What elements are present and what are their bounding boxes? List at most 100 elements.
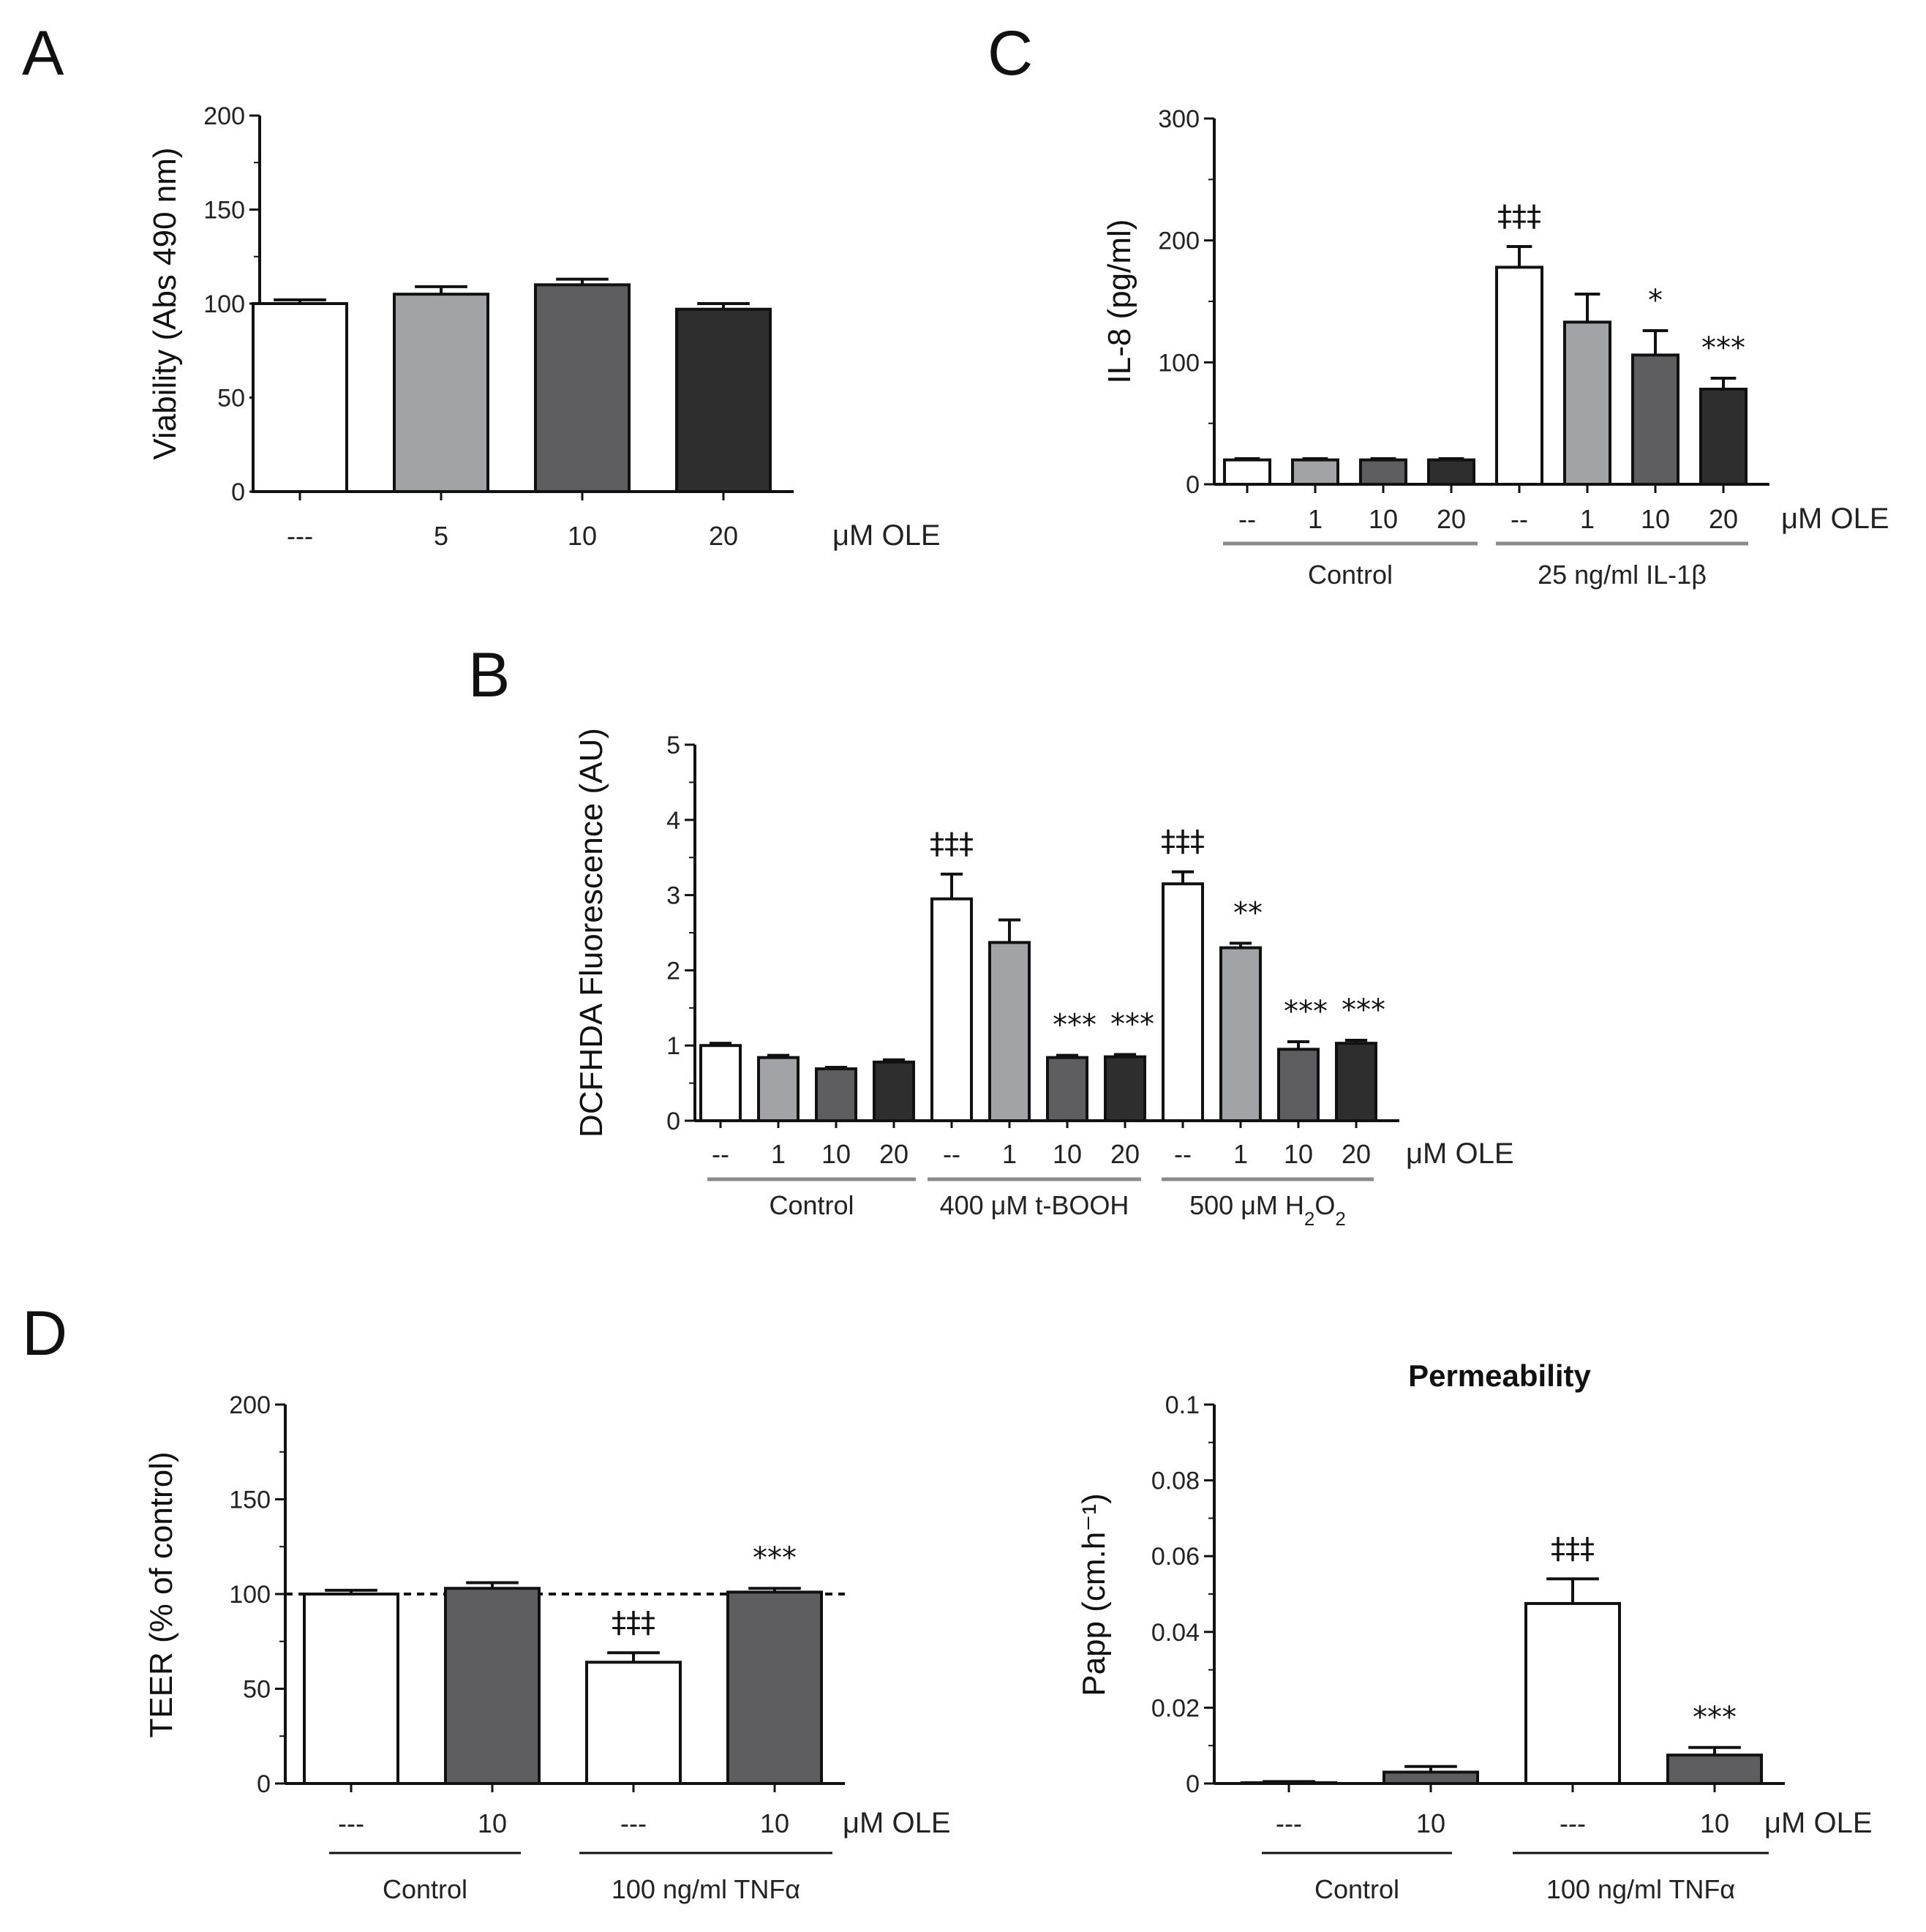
category-label: 10 (478, 1808, 507, 1838)
significance-marker: * (1648, 284, 1663, 317)
bar (675, 307, 772, 493)
bar (1524, 1601, 1621, 1785)
y-tick-label: 50 (217, 385, 245, 413)
category-label: --- (287, 521, 313, 551)
y-tick-label: 100 (203, 290, 245, 318)
category-label: 1 (1308, 504, 1323, 534)
y-tick-label: 200 (203, 102, 245, 130)
category-label: 20 (879, 1139, 909, 1169)
category-label: --- (1560, 1808, 1586, 1838)
group-label: 400 μM t-BOOH (940, 1190, 1129, 1220)
bar (1359, 458, 1407, 486)
group-label: Control (1308, 560, 1393, 590)
bar (726, 1590, 823, 1785)
category-label: -- (1511, 504, 1528, 534)
x-unit-label: μM OLE (1764, 1807, 1873, 1839)
bar (1563, 320, 1611, 486)
chart-title: Permeability (1408, 1358, 1591, 1393)
x-unit-label: μM OLE (843, 1807, 951, 1839)
group-label: Control (383, 1874, 467, 1904)
bar (1104, 1055, 1146, 1122)
group-label: 100 ng/ml TNFα (612, 1874, 800, 1904)
category-label: 20 (709, 521, 738, 551)
significance-marker: *** (1053, 1009, 1096, 1042)
bar (303, 1593, 399, 1785)
x-unit-label: μM OLE (832, 519, 941, 552)
category-label: 20 (1342, 1139, 1371, 1169)
category-label: --- (1276, 1808, 1302, 1838)
panel-letter-a: A (22, 18, 64, 89)
group-label: 100 ng/ml TNFα (1546, 1874, 1735, 1904)
chart-c-il8: 0 100 200 300 IL-8 (pg/ml) -- 1 10 20 -- ‡‡‡ 1 10 * 20… (1102, 105, 1889, 590)
y-tick-label: 150 (229, 1486, 271, 1514)
y-tick-label: 0.06 (1151, 1543, 1200, 1571)
panel-letter-b: B (468, 640, 510, 710)
bar (930, 897, 973, 1122)
bar (393, 293, 489, 493)
significance-marker: *** (753, 1541, 797, 1575)
y-tick-label: 100 (1158, 349, 1200, 377)
group-label-part: 500 μM H (1189, 1190, 1304, 1220)
y-axis-label: IL-8 (pg/ml) (1102, 219, 1137, 384)
bar (1495, 266, 1543, 486)
category-label: --- (338, 1808, 364, 1838)
group-label: Control (769, 1190, 854, 1220)
category-label: 10 (821, 1139, 851, 1169)
category-label: 10 (568, 521, 597, 551)
category-label: 20 (1437, 504, 1466, 534)
bar (585, 1661, 682, 1785)
y-tick-label: 50 (243, 1676, 271, 1704)
significance-marker: *** (1693, 1701, 1737, 1734)
bar (1699, 388, 1748, 486)
bar (1291, 458, 1339, 486)
bar (252, 302, 348, 493)
y-tick-label: 0.04 (1151, 1619, 1200, 1647)
y-axis-label: Viability (Abs 490 nm) (147, 147, 183, 459)
y-axis-label: DCFHDA Fluorescence (AU) (573, 728, 609, 1138)
y-tick-label: 0.1 (1165, 1391, 1200, 1419)
y-tick-label: 200 (1158, 228, 1200, 255)
significance-marker: ‡‡‡ (1161, 825, 1205, 859)
category-label: 1 (1580, 504, 1595, 534)
y-tick-label: 2 (666, 957, 680, 985)
category-label: 1 (1233, 1139, 1248, 1169)
category-label: 1 (1002, 1139, 1017, 1169)
y-tick-label: 3 (666, 882, 680, 910)
category-label: 20 (1709, 504, 1738, 534)
category-label: 10 (1416, 1808, 1445, 1838)
bar (1277, 1048, 1320, 1122)
bar (1631, 353, 1679, 486)
category-label: 5 (434, 521, 448, 551)
bar (1666, 1754, 1763, 1785)
category-label: 20 (1110, 1139, 1140, 1169)
bar (699, 1044, 742, 1122)
bar (873, 1060, 915, 1123)
y-tick-label: 0 (1186, 1770, 1200, 1798)
category-label: 10 (1369, 504, 1398, 534)
group-label-sub: 2 (1335, 1208, 1345, 1230)
significance-marker: *** (1342, 993, 1385, 1027)
category-label: -- (943, 1139, 960, 1169)
y-tick-label: 150 (203, 197, 245, 225)
x-unit-label: μM OLE (1781, 503, 1889, 535)
bar (444, 1587, 541, 1785)
y-axis-label: TEER (% of control) (143, 1451, 179, 1737)
panel-letter-d: D (22, 1298, 67, 1369)
y-tick-label: 5 (666, 732, 680, 759)
y-tick-label: 0 (231, 478, 245, 506)
y-tick-label: 200 (229, 1391, 271, 1419)
bar (815, 1067, 857, 1122)
significance-marker: *** (1284, 995, 1328, 1029)
group-label: 500 μM H2O2 (1189, 1190, 1346, 1230)
category-label: 10 (1284, 1139, 1313, 1169)
bar (1335, 1042, 1377, 1122)
bar (1223, 458, 1271, 486)
category-label: -- (1238, 504, 1256, 534)
y-tick-label: 0 (666, 1108, 680, 1135)
bar (988, 941, 1031, 1123)
bar (757, 1056, 800, 1122)
significance-marker: ‡‡‡ (1497, 200, 1541, 233)
significance-marker: *** (1110, 1008, 1154, 1042)
category-label: 10 (1053, 1139, 1082, 1169)
